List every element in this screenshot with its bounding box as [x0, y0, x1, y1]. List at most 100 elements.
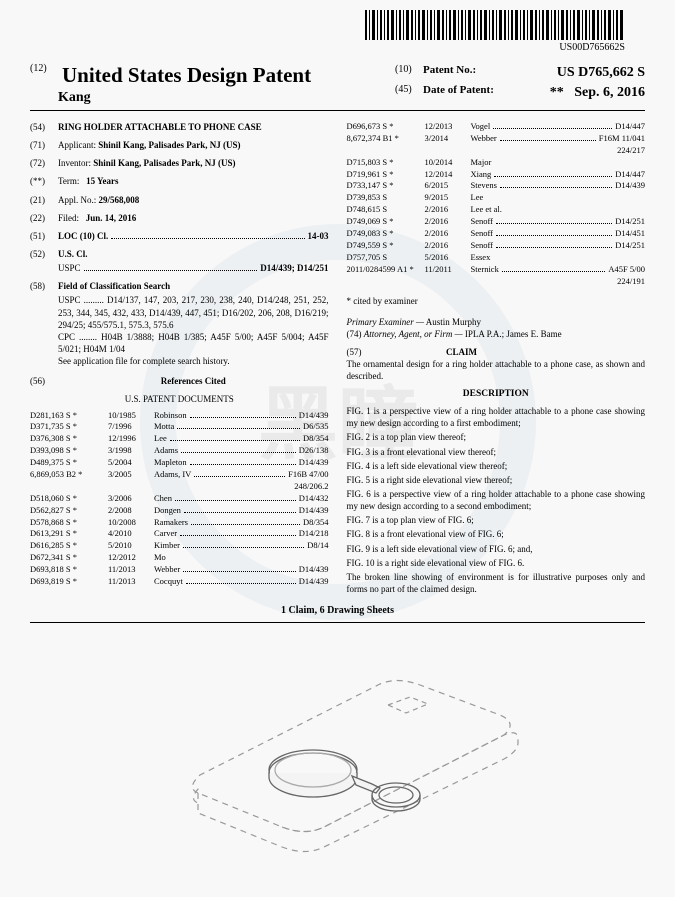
reference-row: D739,853 S 9/2015Lee: [347, 192, 646, 204]
reference-row: D749,069 S *2/2016SenoffD14/251: [347, 216, 646, 228]
inventor-name: Shinil Kang, Palisades Park, NJ (US): [93, 158, 235, 168]
reference-row-cont: 224/217: [347, 145, 646, 157]
refs-label: References Cited: [161, 376, 226, 386]
attorney-name: IPLA P.A.; James E. Bame: [465, 329, 562, 339]
invention-title: RING HOLDER ATTACHABLE TO PHONE CASE: [58, 121, 329, 133]
reference-row: D715,803 S *10/2014Major: [347, 157, 646, 169]
reference-row: D489,375 S *5/2004MapletonD14/439: [30, 457, 329, 469]
term-value: 15 Years: [86, 176, 118, 186]
reference-row: D696,673 S *12/2013VogelD14/447: [347, 121, 646, 133]
applicant-label: Applicant:: [58, 140, 96, 150]
claim-title: CLAIM: [446, 347, 477, 357]
field-code-57: (57): [347, 347, 362, 357]
field-code-54: (54): [30, 121, 58, 133]
header-inventor: Kang: [58, 90, 395, 106]
description-line: FIG. 3 is a front elevational view there…: [347, 446, 646, 458]
reference-row: D393,098 S *3/1998AdamsD26/138: [30, 445, 329, 457]
field-code-term: (**): [30, 175, 58, 187]
reference-row: D719,961 S *12/2014XiangD14/447: [347, 169, 646, 181]
description-line: FIG. 7 is a top plan view of FIG. 6;: [347, 514, 646, 526]
loc-value: 14-03: [308, 230, 329, 242]
reference-row: D693,819 S *11/2013CocquytD14/439: [30, 576, 329, 588]
description-line: FIG. 5 is a right side elevational view …: [347, 474, 646, 486]
reference-row: D748,615 S 2/2016Lee et al.: [347, 204, 646, 216]
field-code-52: (52): [30, 248, 58, 260]
appl-no: 29/568,008: [99, 195, 140, 205]
reference-row: D281,163 S *10/1985RobinsonD14/439: [30, 410, 329, 422]
header-code-12: (12): [30, 63, 58, 74]
patent-no-label: Patent No.:: [423, 63, 476, 83]
patent-figure: [128, 643, 548, 868]
patent-date: Sep. 6, 2016: [574, 85, 645, 100]
patent-no: US D765,662 S: [557, 63, 645, 83]
appl-label: Appl. No.:: [58, 195, 96, 205]
fcs-cpc: CPC ........ H04B 1/3888; H04B 1/385; A4…: [58, 331, 329, 355]
claim-sheet-count: 1 Claim, 6 Drawing Sheets: [30, 605, 645, 623]
reference-row: D578,868 S *10/2008RamakersD8/354: [30, 517, 329, 529]
field-code-56: (56): [30, 375, 58, 387]
field-code-51: (51): [30, 230, 58, 242]
field-code-71: (71): [30, 139, 58, 151]
field-code-22: (22): [30, 212, 58, 224]
term-label: Term:: [58, 176, 79, 186]
uspc-value: D14/439; D14/251: [260, 262, 328, 274]
reference-row: D616,285 S *5/2010KimberD8/14: [30, 540, 329, 552]
loc-label: LOC (10) Cl.: [58, 230, 108, 242]
inventor-label: Inventor:: [58, 158, 91, 168]
reference-row: 6,869,053 B2 *3/2005Adams, IVF16B 47/00: [30, 469, 329, 481]
field-code-74: (74): [347, 329, 362, 339]
description-line: FIG. 4 is a left side elevational view t…: [347, 460, 646, 472]
reference-row: D376,308 S *12/1996LeeD8/354: [30, 433, 329, 445]
fcs-note: See application file for complete search…: [58, 355, 329, 367]
description-line: FIG. 10 is a right side elevational view…: [347, 557, 646, 569]
reference-row: D371,735 S *7/1996MottaD6/535: [30, 421, 329, 433]
claim-text: The ornamental design for a ring holder …: [347, 358, 646, 382]
filed-label: Filed:: [58, 213, 79, 223]
patent-header: (12) United States Design Patent Kang (1…: [30, 63, 645, 111]
uspc-label: USPC: [58, 262, 81, 274]
description-body: FIG. 1 is a perspective view of a ring h…: [347, 405, 646, 595]
applicant-name: Shinil Kang, Palisades Park, NJ (US): [98, 140, 240, 150]
description-title: DESCRIPTION: [347, 388, 646, 401]
reference-row: D613,291 S *4/2010CarverD14/218: [30, 528, 329, 540]
refs-subhead: U.S. PATENT DOCUMENTS: [30, 393, 329, 405]
examiner-name: Austin Murphy: [426, 317, 481, 327]
reference-row: D733,147 S *6/2015StevensD14/439: [347, 180, 646, 192]
reference-row: D672,341 S *12/2012Mo: [30, 552, 329, 564]
description-line: FIG. 8 is a front elevational view of FI…: [347, 528, 646, 540]
description-line: The broken line showing of environment i…: [347, 571, 646, 595]
description-line: FIG. 9 is a left side elevational view o…: [347, 543, 646, 555]
date-label: Date of Patent:: [423, 83, 494, 103]
reference-row-cont: 224/191: [347, 276, 646, 288]
reference-row: D749,083 S *2/2016SenoffD14/451: [347, 228, 646, 240]
description-line: FIG. 6 is a perspective view of a ring h…: [347, 488, 646, 512]
reference-row: 8,672,374 B1 *3/2014WebberF16M 11/041: [347, 133, 646, 145]
reference-row: 2011/0284599 A1 *11/2011SternickA45F 5/0…: [347, 264, 646, 276]
reference-row: D518,060 S *3/2006ChenD14/432: [30, 493, 329, 505]
attorney-label: Attorney, Agent, or Firm —: [364, 329, 463, 339]
barcode: [365, 10, 625, 40]
fcs-label: Field of Classification Search: [58, 280, 329, 292]
header-code-45: (45): [395, 83, 423, 103]
cited-note: * cited by examiner: [347, 295, 646, 307]
fcs-uspc: USPC ......... D14/137, 147, 203, 217, 2…: [58, 294, 329, 330]
field-code-21: (21): [30, 194, 58, 206]
header-title: United States Design Patent: [62, 63, 311, 87]
description-line: FIG. 2 is a top plan view thereof;: [347, 431, 646, 443]
reference-row: D693,818 S *11/2013WebberD14/439: [30, 564, 329, 576]
references-left-list: D281,163 S *10/1985RobinsonD14/439D371,7…: [30, 410, 329, 588]
field-code-72: (72): [30, 157, 58, 169]
reference-row: D562,827 S *2/2008DongenD14/439: [30, 505, 329, 517]
reference-row: D749,559 S *2/2016SenoffD14/251: [347, 240, 646, 252]
filed-date: Jun. 14, 2016: [86, 213, 137, 223]
right-column: D696,673 S *12/2013VogelD14/4478,672,374…: [347, 121, 646, 597]
field-code-58: (58): [30, 280, 58, 292]
date-stars: **: [550, 85, 564, 100]
examiner-label: Primary Examiner —: [347, 317, 425, 327]
references-right-list: D696,673 S *12/2013VogelD14/4478,672,374…: [347, 121, 646, 287]
barcode-text: US00D765662S: [30, 42, 645, 53]
uscl-label: U.S. Cl.: [58, 248, 329, 260]
header-code-10: (10): [395, 63, 423, 83]
left-column: (54) RING HOLDER ATTACHABLE TO PHONE CAS…: [30, 121, 329, 597]
barcode-region: [30, 10, 645, 40]
